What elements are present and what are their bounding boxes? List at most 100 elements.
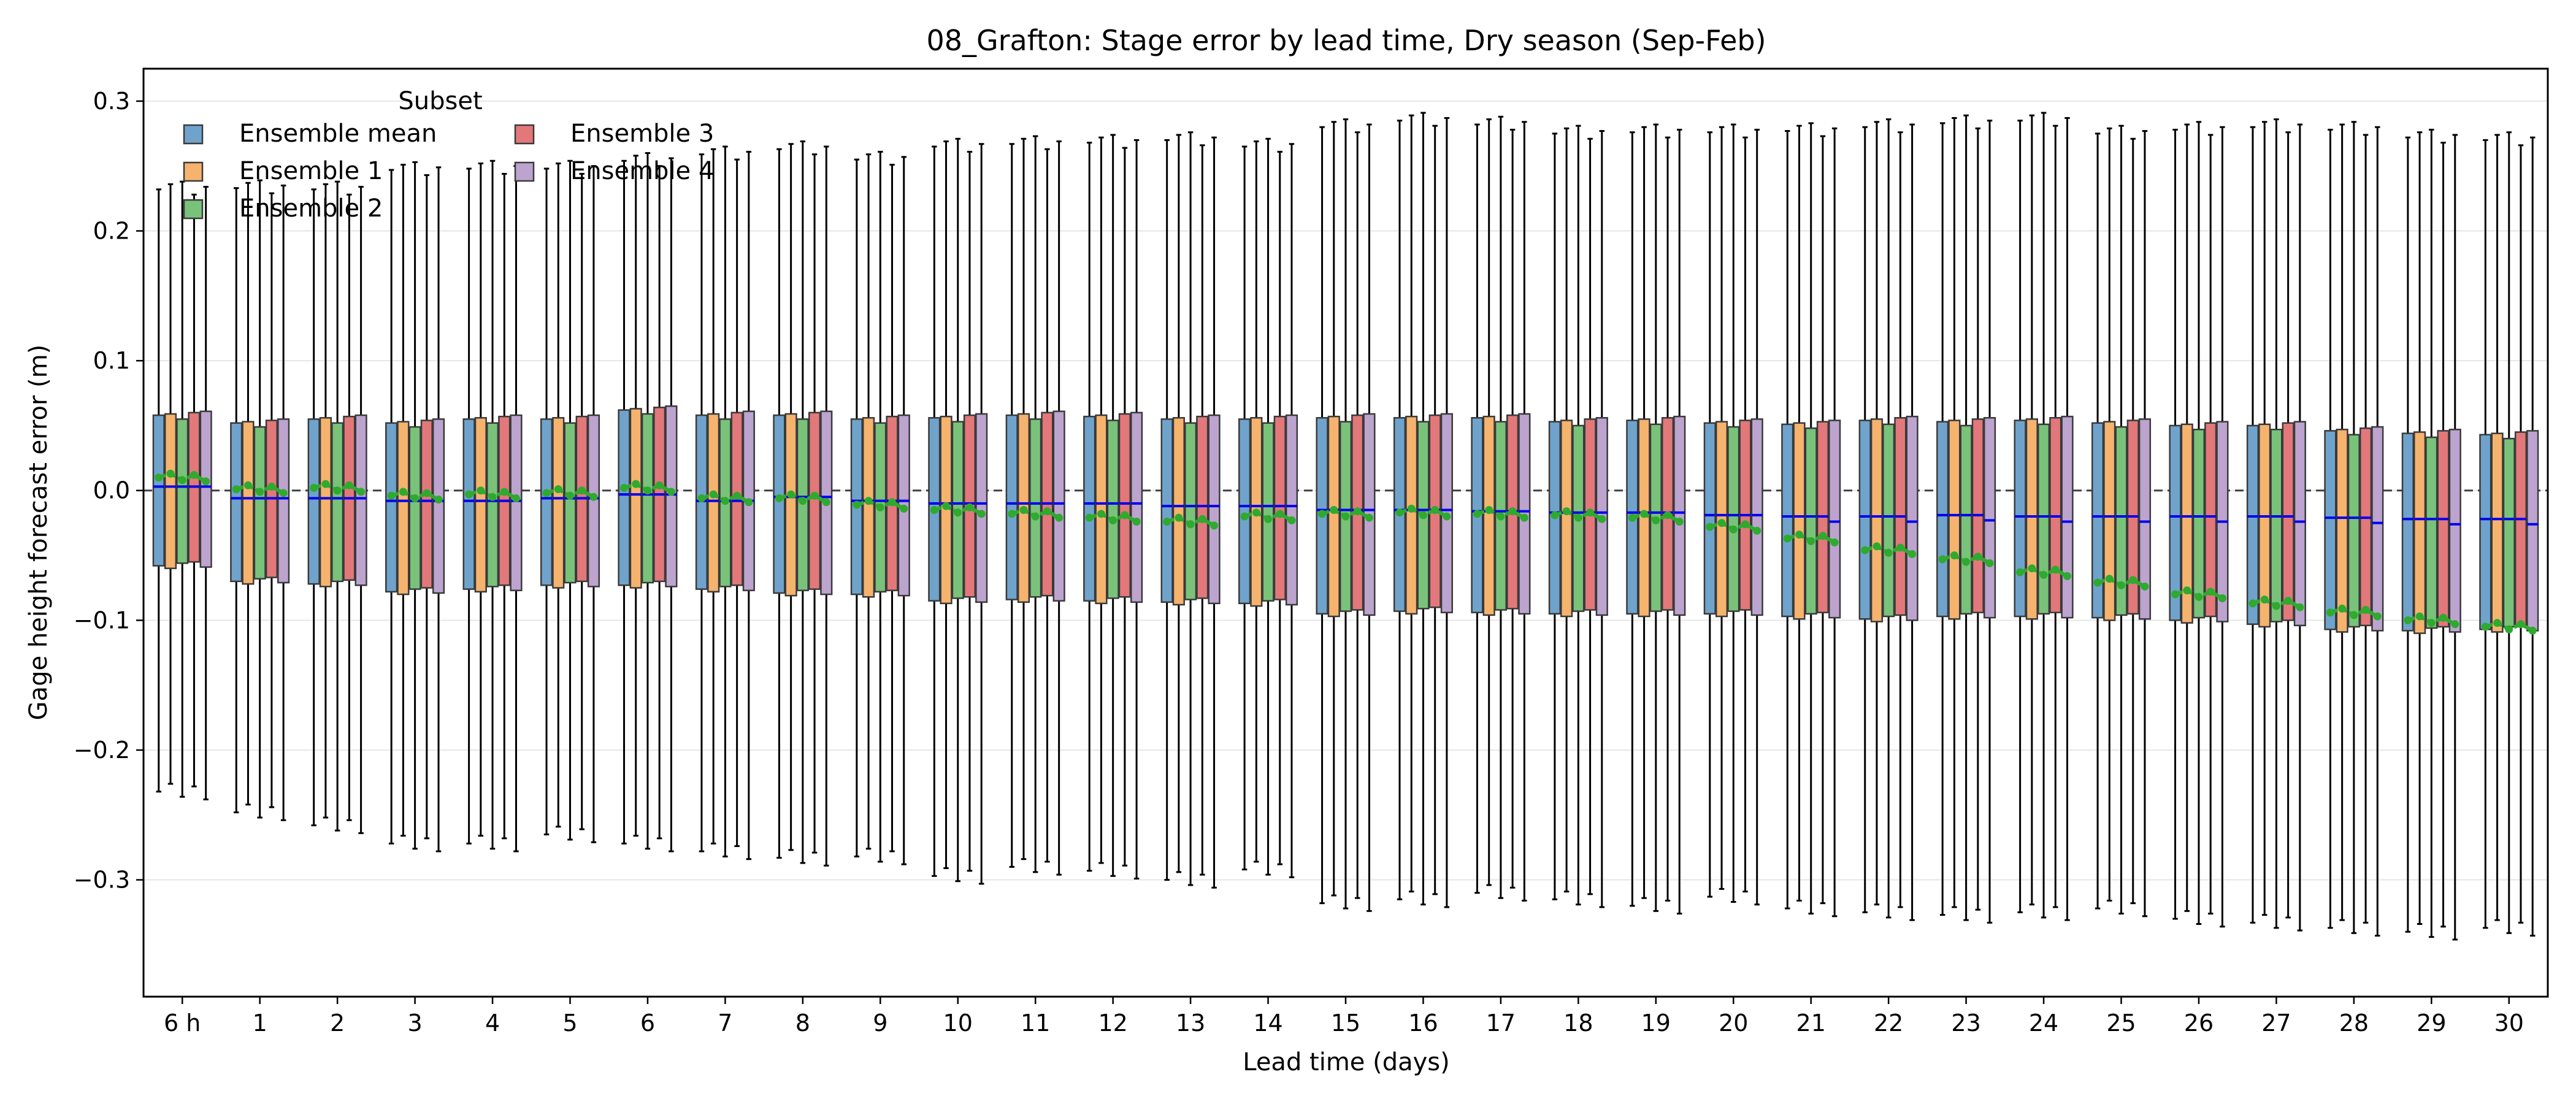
mean-marker — [1395, 508, 1404, 517]
mean-marker — [2117, 581, 2126, 589]
mean-marker — [2528, 626, 2537, 635]
box-ensemble-4 — [2371, 126, 2384, 937]
box-ensemble-3 — [808, 153, 821, 854]
box-body — [2401, 432, 2414, 632]
mean-marker — [399, 488, 407, 496]
mean-marker — [333, 486, 342, 495]
box-body — [1083, 415, 1096, 602]
box-body — [1750, 418, 1763, 616]
mean-marker — [465, 490, 473, 499]
box-ensemble-2 — [408, 161, 421, 850]
box-body — [319, 416, 332, 588]
box-body — [1960, 424, 1972, 615]
mean-marker — [2427, 619, 2436, 627]
mean-marker — [965, 503, 974, 512]
box-ensemble-3 — [188, 193, 201, 788]
box-ensemble-mean — [2014, 120, 2026, 913]
y-axis-label: Gage height forecast error (m) — [25, 345, 53, 721]
box-ensemble-4 — [2448, 134, 2461, 941]
box-body — [1327, 415, 1340, 618]
mean-marker — [2183, 586, 2191, 595]
mean-marker — [1675, 518, 1684, 526]
box-body — [2103, 421, 2116, 621]
box-body — [2025, 418, 2038, 620]
mean-marker — [589, 493, 598, 501]
box-body — [2437, 430, 2450, 628]
mean-marker — [1132, 518, 1141, 526]
box-ensemble-2 — [1494, 115, 1507, 899]
mean-marker — [1473, 510, 1481, 518]
mean-marker — [178, 476, 186, 485]
mean-marker — [2141, 582, 2149, 591]
box-body — [1172, 416, 1185, 606]
mean-marker — [1974, 553, 1982, 561]
mean-marker — [810, 491, 819, 500]
mean-marker — [2129, 576, 2137, 585]
box-body — [397, 421, 410, 596]
box-ensemble-4 — [432, 166, 445, 853]
x-axis-label: Lead time (days) — [1243, 1048, 1450, 1076]
box-ensemble-4 — [897, 156, 910, 865]
box-body — [1238, 418, 1251, 605]
box-ensemble-1 — [2103, 127, 2116, 902]
box-body — [2359, 427, 2372, 627]
box-body — [2169, 424, 2182, 621]
box-body — [1118, 413, 1131, 598]
box-body — [540, 418, 553, 586]
mean-marker — [2272, 602, 2280, 610]
box-body — [1560, 420, 1573, 618]
y-tick-label: −0.2 — [74, 737, 130, 764]
box-ensemble-1 — [474, 162, 487, 837]
box-ensemble-mean — [2324, 128, 2337, 929]
mean-marker — [488, 493, 497, 501]
mean-marker — [1795, 531, 1803, 539]
box-ensemble-1 — [397, 164, 410, 837]
mean-marker — [2195, 592, 2203, 601]
box-body — [2180, 423, 2193, 624]
box-ensemble-4 — [1750, 128, 1763, 906]
mean-marker — [1628, 513, 1636, 522]
mean-marker — [1962, 558, 1971, 566]
mean-marker — [2171, 590, 2180, 599]
x-tick-label: 14 — [1253, 1010, 1282, 1037]
mean-marker — [697, 494, 706, 502]
mean-marker — [1431, 505, 1439, 514]
box-ensemble-3 — [1196, 144, 1209, 876]
box-body — [1858, 420, 1871, 620]
box-ensemble-1 — [164, 183, 177, 785]
box-ensemble-4 — [665, 157, 678, 853]
legend-swatch — [514, 161, 535, 182]
box-body — [199, 410, 212, 568]
box-body — [152, 414, 165, 567]
box-body — [1184, 422, 1197, 600]
x-tick-label: 18 — [1563, 1010, 1593, 1037]
mean-marker — [423, 489, 431, 497]
box-ensemble-2 — [2347, 121, 2360, 934]
mean-marker — [2105, 575, 2114, 583]
box-ensemble-2 — [1960, 114, 1972, 921]
mean-marker — [1574, 513, 1582, 522]
mean-marker — [787, 490, 795, 499]
box-body — [355, 414, 367, 586]
mean-marker — [1497, 512, 1505, 521]
mean-marker — [2415, 612, 2424, 621]
box-ensemble-1 — [1327, 121, 1340, 897]
box-body — [2049, 416, 2062, 613]
box-body — [1273, 415, 1286, 600]
x-tick-label: 19 — [1641, 1010, 1671, 1037]
mean-marker — [1485, 505, 1493, 514]
box-ensemble-2 — [486, 159, 499, 850]
box-ensemble-1 — [1095, 136, 1108, 864]
box-body — [707, 413, 720, 593]
box-ensemble-mean — [1703, 131, 1716, 898]
box-ensemble-4 — [2061, 117, 2074, 921]
box-ensemble-3 — [730, 158, 743, 848]
box-body — [665, 405, 678, 588]
mean-marker — [1586, 508, 1595, 517]
y-tick-label: −0.3 — [74, 867, 130, 894]
mean-marker — [1186, 520, 1195, 529]
box-ensemble-2 — [2115, 125, 2128, 915]
box-body — [1095, 414, 1108, 605]
box-ensemble-2 — [2425, 128, 2438, 938]
box-ensemble-mean — [152, 188, 165, 793]
